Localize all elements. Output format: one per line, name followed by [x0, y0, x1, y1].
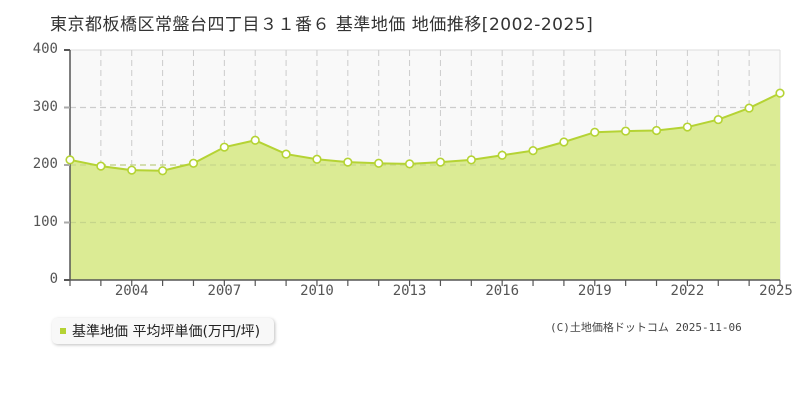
- y-tick-label: 300: [32, 98, 58, 115]
- x-tick-label: 2019: [577, 283, 612, 299]
- chart-title: 東京都板橋区常盤台四丁目３１番６ 基準地価 地価推移[2002-2025]: [50, 15, 594, 35]
- x-tick-label: 2013: [392, 283, 427, 299]
- credit-text: (C)土地価格ドットコム 2025-11-06: [550, 321, 742, 334]
- y-tick-label: 400: [32, 41, 58, 57]
- y-tick-label: 200: [32, 156, 58, 172]
- data-points: [65, 88, 785, 176]
- data-line: [69, 92, 781, 172]
- legend-label: 基準地価 平均坪単価(万円/坪): [72, 324, 261, 340]
- x-tick-label: 2010: [300, 283, 334, 299]
- axes: [64, 49, 781, 286]
- legend-swatch-icon: [60, 328, 66, 334]
- x-tick-label: 2016: [485, 283, 520, 299]
- x-tick-label: 2025: [759, 283, 793, 299]
- x-tick-label: 2004: [114, 283, 149, 299]
- y-tick-label: 0: [49, 271, 58, 287]
- area-fill: [70, 93, 780, 280]
- x-tick-label: 2007: [207, 283, 242, 299]
- legend: 基準地価 平均坪単価(万円/坪): [52, 318, 275, 344]
- x-tick-label: 2022: [670, 283, 705, 299]
- y-tick-label: 100: [32, 213, 58, 230]
